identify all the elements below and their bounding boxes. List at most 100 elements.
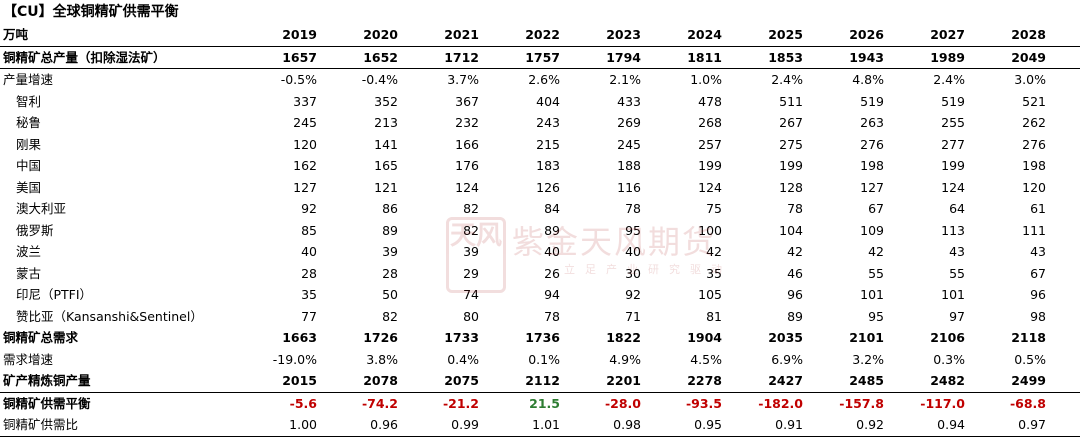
cell-value: 101 [941, 287, 965, 302]
cell-value: 215 [536, 136, 560, 152]
table-row: 中国 162 165 176 183 188 199 199 198 199 198 [0, 155, 1080, 177]
cell-value: 109 [860, 222, 884, 238]
cell-value: 188 [617, 158, 641, 173]
cell-value: -0.5% [280, 72, 317, 87]
table-row: 美国 127 121 124 126 116 124 128 127 124 120 [0, 177, 1080, 199]
table-row: 矿产精炼铜产量 2015 2078 2075 2112 2201 2278 2427 2485 2… [0, 370, 1080, 393]
cell-value: 267 [779, 115, 803, 130]
table-row: 印尼（PTFI） 35 50 74 94 92 105 96 101 101 96 [0, 284, 1080, 306]
cell-value: 183 [536, 158, 560, 173]
table-row: 赞比亚（Kansanshi&Sentinel） 77 82 80 78 71 81 89 95 9… [0, 306, 1080, 328]
year-header: 2026 [837, 24, 918, 47]
cell-value: 0.91 [756, 414, 837, 437]
table-row: 产量增速 -0.5% -0.4% 3.7% 2.6% 2.1% 1.0% 2.4% 4.8% 2.… [0, 69, 1080, 91]
cell-value: -5.6 [289, 395, 317, 411]
cell-value: 43 [1030, 244, 1046, 259]
cell-value: 245 [293, 115, 317, 130]
year-header: 2021 [432, 24, 513, 47]
cell-value: 28 [301, 265, 317, 281]
table-row: 俄罗斯 85 89 82 89 95 100 104 109 113 111 [0, 220, 1080, 242]
table-row: 蒙古 28 28 29 26 30 35 46 55 55 67 [0, 263, 1080, 285]
cell-value: 2482 [918, 370, 999, 393]
cell-value: 4.8% [852, 72, 884, 87]
cell-value: 1733 [444, 330, 479, 345]
cell-value: 40 [625, 244, 641, 259]
cell-value: 199 [941, 158, 965, 173]
cell-value: 521 [1022, 93, 1046, 109]
cell-value: 2035 [768, 330, 803, 345]
cell-value: 519 [941, 93, 965, 109]
cell-value: 75 [706, 201, 722, 216]
cell-value: 89 [382, 222, 398, 238]
year-header: 2028 [999, 24, 1080, 47]
cell-value: 1943 [837, 46, 918, 69]
table-title: 【CU】全球铜精矿供需平衡 [3, 4, 179, 20]
cell-value: 263 [860, 115, 884, 130]
cell-value: 92 [625, 287, 641, 302]
cell-value: 85 [301, 222, 317, 238]
cell-value: 1663 [282, 330, 317, 345]
cell-value: 519 [860, 93, 884, 109]
cell-value: 78 [544, 308, 560, 324]
cell-value: 1.0% [690, 72, 722, 87]
cell-value: 105 [698, 287, 722, 302]
cell-value: 367 [455, 93, 479, 109]
cell-value: 39 [463, 244, 479, 259]
cell-value: 82 [382, 308, 398, 324]
year-header: 2024 [675, 24, 756, 47]
cell-value: 96 [787, 287, 803, 302]
year-header: 2027 [918, 24, 999, 47]
table-row: 澳大利亚 92 86 82 84 78 75 78 67 64 61 [0, 198, 1080, 220]
cell-value: 128 [779, 179, 803, 195]
year-header: 2023 [594, 24, 675, 47]
cell-value: 2112 [513, 370, 594, 393]
cell-value: 141 [374, 136, 398, 152]
year-header: 2025 [756, 24, 837, 47]
cell-value: 77 [301, 308, 317, 324]
cell-value: 95 [868, 308, 884, 324]
cell-value: 67 [868, 201, 884, 216]
cell-value: 276 [1022, 136, 1046, 152]
cell-value: 35 [706, 265, 722, 281]
cell-value: 113 [941, 222, 965, 238]
row-label: 秘鲁 [16, 115, 42, 130]
cell-value: 74 [463, 287, 479, 302]
cell-value: 1657 [270, 46, 351, 69]
cell-value: 95 [625, 222, 641, 238]
cell-value: 82 [463, 222, 479, 238]
cell-value: 3.7% [447, 72, 479, 87]
cell-value: 1736 [525, 330, 560, 345]
cell-value: 64 [949, 201, 965, 216]
cell-value: 511 [779, 93, 803, 109]
cell-value: -68.8 [1009, 395, 1046, 411]
header-row: 万吨 2019 2020 2021 2022 2023 2024 2025 20… [0, 24, 1080, 47]
cell-value: 4.9% [609, 351, 641, 367]
cell-value: 71 [625, 308, 641, 324]
row-label: 澳大利亚 [16, 201, 67, 216]
cell-value: 2.4% [933, 72, 965, 87]
cell-value: 0.92 [837, 414, 918, 437]
cell-value: 162 [293, 158, 317, 173]
cell-value: -74.2 [361, 395, 398, 411]
cell-value: -117.0 [920, 395, 965, 411]
cell-value: 42 [868, 244, 884, 259]
cell-value: 337 [293, 93, 317, 109]
cell-value: 2.6% [528, 72, 560, 87]
cell-value: 198 [1022, 158, 1046, 173]
table-row: 铜精矿总需求 1663 1726 1733 1736 1822 1904 2035 2101 21… [0, 327, 1080, 349]
cell-value: 124 [698, 179, 722, 195]
cell-value: -19.0% [272, 351, 317, 367]
cell-value: 2201 [594, 370, 675, 393]
cell-value: 1853 [756, 46, 837, 69]
cell-value: 2278 [675, 370, 756, 393]
cell-value: 2427 [756, 370, 837, 393]
cell-value: 40 [301, 244, 317, 259]
row-label: 俄罗斯 [16, 222, 54, 238]
row-label: 铜精矿总需求 [3, 330, 79, 345]
row-label: 赞比亚（Kansanshi&Sentinel） [16, 308, 203, 324]
cell-value: 124 [941, 179, 965, 195]
cell-value: 262 [1022, 115, 1046, 130]
cell-value: 2075 [432, 370, 513, 393]
table-row: 波兰 40 39 39 40 40 42 42 42 43 43 [0, 241, 1080, 263]
cell-value: 275 [779, 136, 803, 152]
